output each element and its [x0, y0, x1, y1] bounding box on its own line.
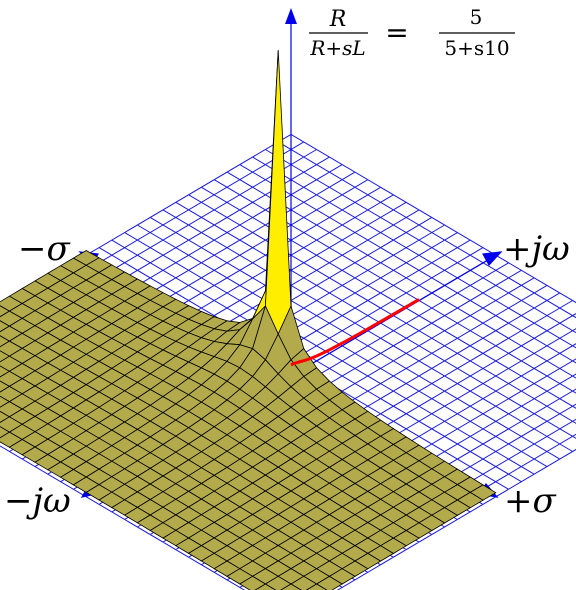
- lhs-denominator: R+sL: [309, 36, 365, 60]
- pos-jomega-arrowhead: [482, 251, 503, 267]
- pos-sigma-label: +σ: [504, 481, 556, 521]
- equals-sign: =: [385, 16, 408, 49]
- surface-patch: [280, 583, 302, 590]
- pos-jomega-label: +jω: [503, 229, 570, 269]
- magnitude-surface: [0, 50, 497, 590]
- lhs-numerator: R: [329, 7, 347, 32]
- surface-patch: [254, 583, 277, 590]
- rhs-numerator: 5: [470, 5, 483, 29]
- surface-patch: [305, 583, 328, 590]
- neg-sigma-label: −σ: [18, 229, 70, 269]
- rhs-denominator: 5+s10: [444, 36, 509, 60]
- frequency-response-curve: [290, 298, 420, 367]
- magnitude-axis-arrowhead: [285, 8, 297, 24]
- neg-jomega-label: −jω: [4, 481, 71, 521]
- transfer-function-equation: R R+sL = 5 5+s10: [309, 5, 515, 60]
